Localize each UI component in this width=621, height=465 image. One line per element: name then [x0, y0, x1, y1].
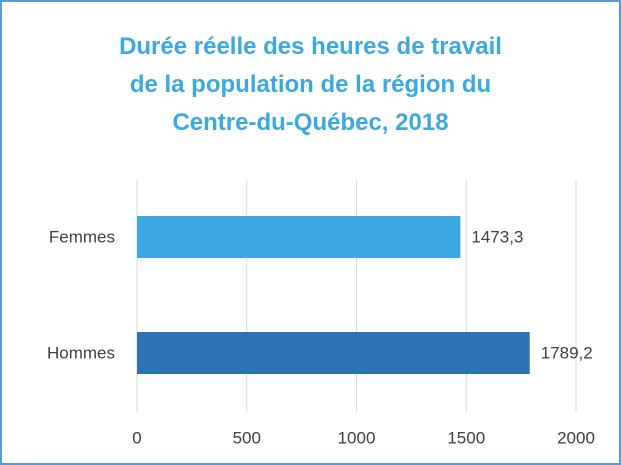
y-tick-label: Femmes — [49, 227, 115, 246]
bar — [137, 332, 530, 374]
data-label: 1789,2 — [541, 343, 593, 362]
chart-title: Durée réelle des heures de travail de la… — [119, 33, 502, 136]
x-tick-label: 0 — [132, 428, 141, 447]
data-label: 1473,3 — [471, 227, 523, 246]
x-tick-label: 500 — [233, 428, 261, 447]
y-tick-label: Hommes — [47, 343, 115, 362]
bar — [137, 216, 461, 258]
x-tick-label: 1000 — [338, 428, 376, 447]
x-tick-label: 1500 — [447, 428, 485, 447]
x-tick-label: 2000 — [557, 428, 595, 447]
